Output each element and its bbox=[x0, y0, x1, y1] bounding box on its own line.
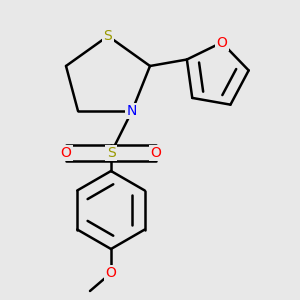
Text: O: O bbox=[216, 35, 227, 50]
Text: S: S bbox=[103, 29, 112, 43]
Text: S: S bbox=[106, 146, 116, 160]
Text: N: N bbox=[127, 104, 137, 118]
Text: O: O bbox=[151, 146, 161, 160]
Text: O: O bbox=[106, 266, 116, 280]
Text: O: O bbox=[61, 146, 71, 160]
